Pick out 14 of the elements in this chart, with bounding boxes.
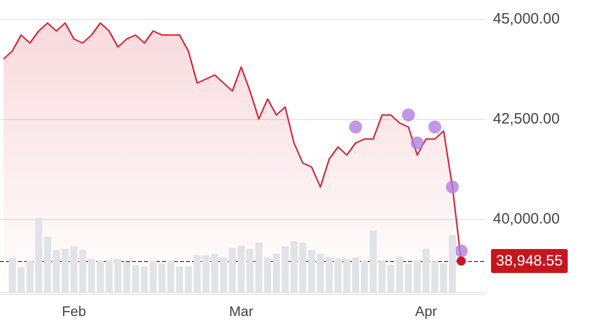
point (454, 244, 468, 258)
point (349, 120, 362, 134)
x-tick-label: Feb (62, 303, 86, 319)
point (410, 136, 424, 150)
y-tick-label: 42,500.00 (493, 110, 560, 128)
point (446, 180, 459, 194)
point (402, 108, 415, 122)
point (456, 256, 466, 266)
point (428, 120, 442, 134)
ref-line-label: 38,948.55 (496, 252, 563, 270)
y-tick-label: 40,000.00 (493, 210, 560, 228)
x-tick-label: Apr (415, 303, 438, 319)
y-tick-label: 45,000.00 (493, 10, 560, 28)
x-tick-label: Mar (229, 303, 254, 319)
